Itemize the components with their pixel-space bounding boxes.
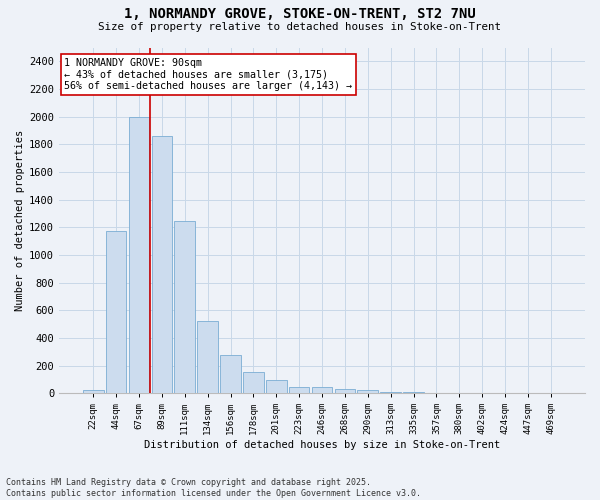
Bar xyxy=(83,390,104,393)
Bar xyxy=(312,387,332,393)
Bar xyxy=(380,392,401,393)
X-axis label: Distribution of detached houses by size in Stoke-on-Trent: Distribution of detached houses by size … xyxy=(144,440,500,450)
Bar xyxy=(243,372,263,393)
Bar xyxy=(403,392,424,393)
Bar xyxy=(358,390,378,393)
Bar xyxy=(197,322,218,393)
Bar xyxy=(152,136,172,393)
Bar xyxy=(266,380,287,393)
Bar xyxy=(220,355,241,393)
Text: Size of property relative to detached houses in Stoke-on-Trent: Size of property relative to detached ho… xyxy=(98,22,502,32)
Bar xyxy=(128,116,149,393)
Bar xyxy=(106,232,127,393)
Text: 1 NORMANDY GROVE: 90sqm
← 43% of detached houses are smaller (3,175)
56% of semi: 1 NORMANDY GROVE: 90sqm ← 43% of detache… xyxy=(64,58,352,91)
Bar xyxy=(289,387,310,393)
Bar xyxy=(175,221,195,393)
Text: 1, NORMANDY GROVE, STOKE-ON-TRENT, ST2 7NU: 1, NORMANDY GROVE, STOKE-ON-TRENT, ST2 7… xyxy=(124,8,476,22)
Y-axis label: Number of detached properties: Number of detached properties xyxy=(15,130,25,311)
Text: Contains HM Land Registry data © Crown copyright and database right 2025.
Contai: Contains HM Land Registry data © Crown c… xyxy=(6,478,421,498)
Bar xyxy=(335,389,355,393)
